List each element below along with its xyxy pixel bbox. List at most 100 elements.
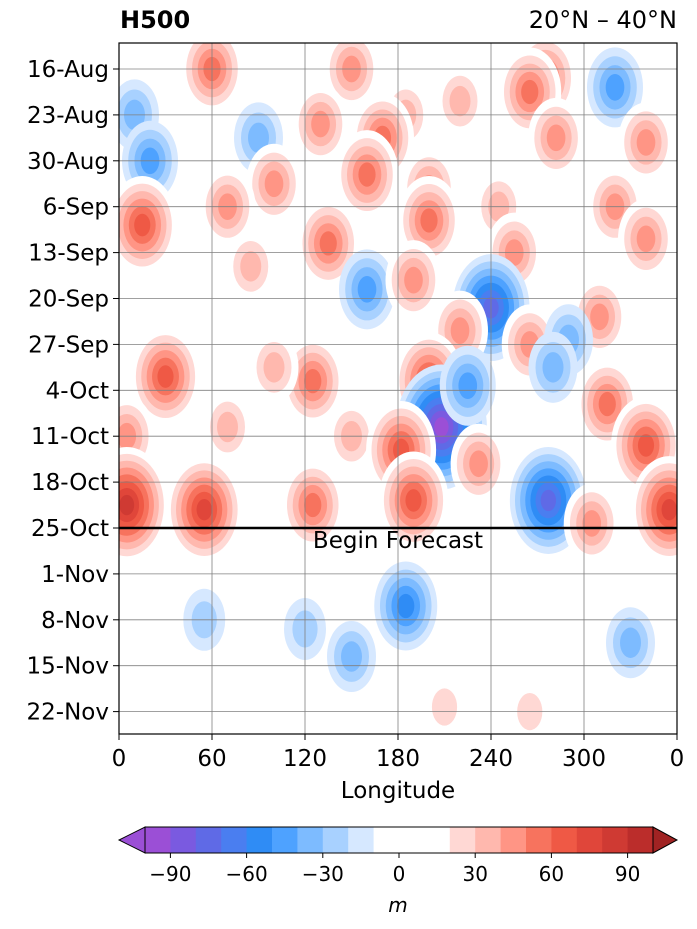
y-tick-label: 8-Nov: [41, 608, 109, 634]
y-tick-label: 18-Oct: [31, 470, 109, 496]
anomaly-contour: [357, 275, 377, 303]
anomaly-blob: [528, 331, 578, 403]
anomaly-contour: [434, 417, 449, 437]
anomaly-blob: [606, 607, 655, 679]
anomaly-blob: [618, 198, 674, 279]
colorbar-segment: [526, 827, 552, 853]
anomaly-contour: [521, 79, 539, 105]
anomaly-blob: [323, 43, 380, 109]
colorbar-extend-under: [117, 826, 146, 854]
colorbar-segment: [424, 827, 451, 853]
anomaly-contour: [304, 492, 322, 518]
anomaly-contour: [540, 489, 557, 512]
anomaly-contour: [157, 365, 174, 388]
latitude-band-label: 20°N – 40°N: [528, 6, 677, 34]
y-axis: 16-Aug 23-Aug 30-Aug 6-Sep 13-Sep 20-Sep 27-Se…: [27, 57, 119, 726]
anomaly-contour: [598, 391, 616, 417]
anomaly-contour: [263, 352, 285, 383]
anomaly-blob: [130, 327, 201, 426]
anomaly-contour: [605, 74, 625, 101]
anomaly-contour: [358, 162, 376, 187]
x-tick-label: 180: [376, 746, 420, 772]
colorbar-tick-label: −60: [225, 862, 267, 886]
colorbar-segment: [449, 827, 476, 853]
anomaly-contour: [449, 85, 471, 117]
y-tick-label: 13-Sep: [28, 241, 109, 267]
anomaly-blob: [385, 240, 442, 321]
x-axis: 0 60 120 180 240 300 0: [112, 734, 685, 772]
anomaly-blob: [630, 456, 677, 564]
y-tick-label: 11-Oct: [31, 424, 109, 450]
y-tick-label: 30-Aug: [27, 149, 109, 175]
colorbar-tick-label: −30: [302, 862, 344, 886]
anomaly-blob: [292, 84, 349, 165]
anomaly-blob: [587, 47, 643, 128]
y-tick-label: 15-Nov: [27, 654, 109, 680]
x-tick-label: 0: [112, 746, 127, 772]
colorbar-segment: [195, 827, 222, 853]
colorbar-segment: [602, 827, 629, 853]
colorbar-segment: [170, 827, 197, 853]
anomaly-contour: [582, 510, 602, 537]
anomaly-blob: [226, 230, 276, 302]
x-tick-label: 300: [562, 746, 606, 772]
anomaly-contour: [196, 498, 212, 521]
anomaly-blob: [203, 391, 252, 463]
colorbar: −90 −60 −30 0 30 60 90: [117, 826, 679, 886]
anomaly-contour: [304, 368, 322, 394]
anomaly-blob: [509, 446, 587, 554]
x-tick-label: 120: [283, 746, 327, 772]
y-tick-label: 6-Sep: [43, 195, 109, 221]
anomaly-contour: [636, 129, 656, 156]
colorbar-unit-label: m: [388, 893, 407, 917]
anomaly-contour: [458, 372, 478, 400]
anomaly-field: [119, 43, 677, 734]
y-tick-label: 20-Sep: [28, 287, 109, 313]
colorbar-tick-label: 0: [393, 862, 406, 886]
anomaly-contour: [450, 317, 470, 344]
anomaly-blob: [378, 451, 449, 550]
anomaly-contour: [404, 266, 423, 294]
anomaly-blob: [249, 331, 299, 403]
anomaly-contour: [311, 110, 330, 138]
x-tick-label: 0: [670, 746, 685, 772]
anomaly-contour: [620, 627, 641, 658]
x-tick-label: 240: [469, 746, 513, 772]
anomaly-contour: [405, 489, 422, 512]
colorbar-segment: [576, 827, 603, 853]
anomaly-contour: [661, 498, 677, 521]
anomaly-contour: [420, 208, 438, 233]
colorbar-segment: [627, 827, 654, 853]
anomaly-contour: [119, 494, 135, 516]
anomaly-blob: [246, 143, 302, 224]
anomaly-contour: [217, 411, 238, 443]
anomaly-blob: [296, 198, 360, 288]
colorbar-segment: [272, 827, 298, 853]
anomaly-contour: [240, 251, 262, 282]
anomaly-blob: [435, 65, 485, 137]
anomaly-contour: [134, 213, 151, 237]
anomaly-blob: [439, 345, 496, 426]
anomaly-contour: [542, 352, 564, 383]
colorbar-segment: [373, 827, 425, 853]
y-tick-label: 4-Oct: [46, 378, 109, 404]
x-axis-label: Longitude: [341, 778, 455, 804]
anomaly-contour: [636, 225, 656, 253]
anomaly-blob: [327, 621, 376, 693]
anomaly-contour: [341, 641, 362, 672]
colorbar-extend-over: [652, 826, 679, 854]
y-tick-label: 16-Aug: [27, 57, 109, 83]
anomaly-blob: [119, 447, 169, 564]
anomaly-contour: [397, 593, 415, 619]
colorbar-tick-label: 90: [615, 862, 640, 886]
colorbar-segment: [551, 827, 578, 853]
anomaly-contour: [248, 122, 269, 154]
colorbar-segment: [475, 827, 502, 853]
y-tick-label: 23-Aug: [27, 103, 109, 129]
y-tick-label: 27-Sep: [28, 332, 109, 358]
anomaly-blob: [450, 423, 507, 504]
anomaly-contour: [546, 124, 566, 152]
colorbar-segment: [348, 827, 375, 853]
anomaly-blob: [339, 249, 395, 330]
